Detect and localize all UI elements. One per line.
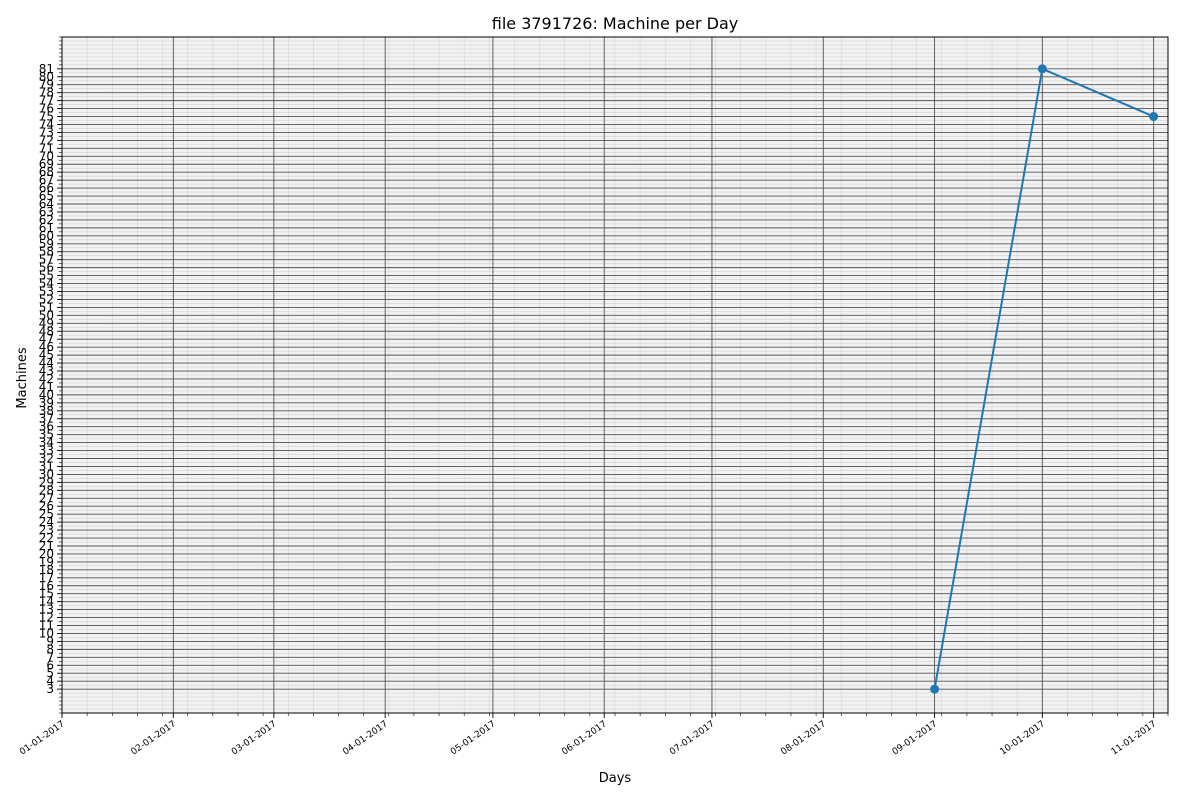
y-tick-label: 79	[39, 78, 54, 92]
y-tick-label: 27	[39, 491, 54, 505]
y-tick-label: 26	[39, 499, 54, 513]
y-tick-label: 45	[39, 348, 54, 362]
y-tick-label: 44	[39, 356, 54, 370]
y-tick-label: 80	[39, 70, 54, 84]
y-tick-label: 71	[39, 141, 54, 155]
axes-frame	[61, 36, 1169, 714]
y-tick-label: 74	[39, 117, 54, 131]
y-tick-label: 20	[39, 547, 54, 561]
y-tick-label: 67	[39, 173, 54, 187]
data-point	[1149, 112, 1159, 122]
y-tick-label: 22	[39, 531, 54, 545]
y-tick-label: 57	[39, 253, 54, 267]
x-axis-label: Days	[599, 771, 632, 786]
y-tick-label: 63	[39, 205, 54, 219]
y-tick-label: 3	[46, 682, 54, 696]
y-tick-label: 66	[39, 181, 54, 195]
y-tick-label: 30	[39, 467, 54, 481]
y-tick-label: 55	[39, 269, 54, 283]
y-tick-label: 7	[46, 650, 54, 664]
y-tick-label: 34	[39, 436, 54, 450]
data-point	[930, 684, 940, 694]
y-tick-label: 62	[39, 213, 54, 227]
y-tick-label: 65	[39, 189, 54, 203]
y-tick-label: 73	[39, 125, 54, 139]
y-tick-label: 38	[39, 404, 54, 418]
y-tick-label: 58	[39, 245, 54, 259]
y-tick-label: 12	[39, 611, 54, 625]
y-tick-label: 18	[39, 563, 54, 577]
y-tick-label: 39	[39, 396, 54, 410]
y-tick-label: 53	[39, 284, 54, 298]
y-tick-label: 78	[39, 86, 54, 100]
y-tick-label: 9	[46, 634, 54, 648]
y-tick-label: 11	[39, 619, 54, 633]
y-tick-label: 70	[39, 149, 54, 163]
y-tick-label: 14	[39, 595, 54, 609]
y-tick-label: 54	[39, 277, 54, 291]
y-tick-label: 49	[39, 316, 54, 330]
y-tick-label: 36	[39, 420, 54, 434]
y-axis-label: Machines	[15, 347, 30, 408]
y-tick-label: 51	[39, 300, 54, 314]
y-tick-label: 42	[39, 372, 54, 386]
y-tick-label: 75	[39, 110, 54, 124]
y-tick-label: 29	[39, 475, 54, 489]
y-tick-label: 6	[46, 658, 54, 672]
y-tick-label: 61	[39, 221, 54, 235]
y-tick-label: 46	[39, 340, 54, 354]
y-tick-label: 21	[39, 539, 54, 553]
y-tick-label: 5	[46, 666, 54, 680]
chart-title: file 3791726: Machine per Day	[492, 14, 739, 33]
data-point	[1037, 64, 1047, 74]
y-tick-label: 24	[39, 515, 54, 529]
y-tick-label: 72	[39, 133, 54, 147]
y-tick-label: 37	[39, 412, 54, 426]
y-tick-label: 10	[39, 626, 54, 640]
y-tick-label: 19	[39, 555, 54, 569]
y-tick-label: 35	[39, 428, 54, 442]
y-tick-label: 25	[39, 507, 54, 521]
plot-area: 3456789101112131415161718192021222324252…	[18, 36, 1169, 757]
y-tick-label: 69	[39, 157, 54, 171]
y-tick-label: 50	[39, 308, 54, 322]
y-tick-label: 59	[39, 237, 54, 251]
y-tick-label: 60	[39, 229, 54, 243]
y-tick-label: 23	[39, 523, 54, 537]
y-tick-label: 43	[39, 364, 54, 378]
y-tick-label: 56	[39, 261, 54, 275]
y-tick-label: 15	[39, 587, 54, 601]
y-tick-label: 40	[39, 388, 54, 402]
y-tick-label: 16	[39, 579, 54, 593]
y-tick-label: 68	[39, 165, 54, 179]
y-tick-label: 81	[39, 62, 54, 76]
y-tick-label: 77	[39, 94, 54, 108]
y-tick-label: 48	[39, 324, 54, 338]
y-tick-label: 52	[39, 292, 54, 306]
y-tick-label: 31	[39, 459, 54, 473]
y-tick-label: 64	[39, 197, 54, 211]
y-tick-label: 17	[39, 571, 54, 585]
y-tick-label: 32	[39, 452, 54, 466]
y-tick-label: 33	[39, 444, 54, 458]
y-tick-label: 4	[46, 674, 54, 688]
y-tick-label: 76	[39, 102, 54, 116]
y-tick-label: 41	[39, 380, 54, 394]
y-tick-label: 28	[39, 483, 54, 497]
y-tick-label: 8	[46, 642, 54, 656]
y-tick-label: 13	[39, 603, 54, 617]
y-tick-label: 47	[39, 332, 54, 346]
